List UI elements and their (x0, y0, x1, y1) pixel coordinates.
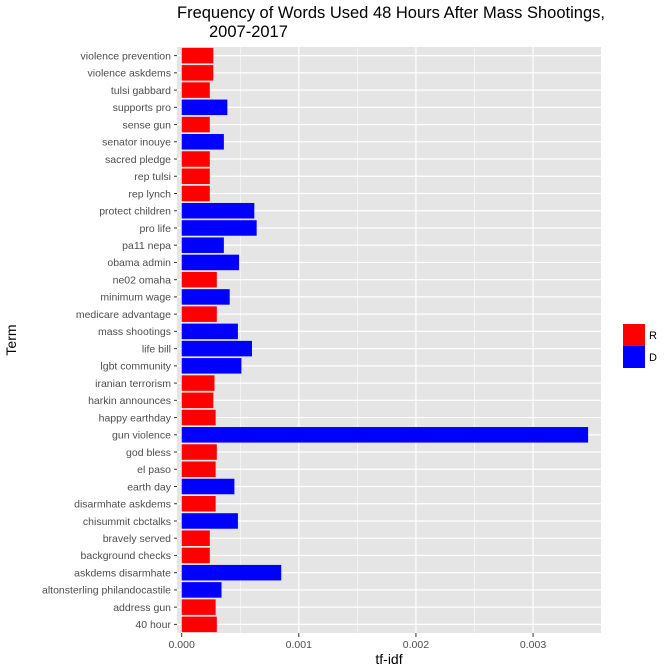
bar (181, 530, 210, 546)
y-tick-label: askdems disarmhate (74, 567, 171, 579)
bar (181, 323, 238, 340)
bar (181, 306, 217, 322)
x-tick-label: 0.002 (403, 639, 429, 651)
bar (181, 444, 217, 460)
bar (181, 495, 216, 512)
bar (181, 375, 215, 391)
bar (181, 616, 217, 633)
y-tick-label: pro life (139, 223, 171, 235)
y-tick-label: ne02 omaha (113, 274, 172, 286)
bar (181, 582, 222, 598)
y-tick-label: gun violence (112, 430, 171, 442)
bar (181, 478, 235, 495)
bars (181, 47, 589, 633)
y-tick-label: protect children (99, 206, 171, 218)
y-tick-label: harkin announces (88, 395, 171, 407)
bar (181, 564, 282, 581)
bar (181, 220, 257, 236)
y-tick-label: medicare advantage (76, 309, 171, 321)
y-tick-label: altonsterling philandocastile (42, 585, 171, 597)
y-tick-label: mass shootings (98, 326, 171, 338)
bar (181, 134, 224, 150)
bar (181, 427, 589, 443)
x-tick-label: 0.000 (169, 639, 195, 651)
y-tick-label: minimum wage (100, 292, 171, 304)
y-tick-label: chisummit cbctalks (83, 516, 171, 528)
legend-swatch (623, 324, 645, 346)
bar (181, 65, 214, 81)
plot-panel (177, 47, 601, 633)
y-tick-label: supports pro (113, 102, 172, 114)
bar (181, 47, 214, 64)
y-axis-title: Term (3, 324, 19, 355)
bar (181, 237, 224, 253)
chart-title: Frequency of Words Used 48 Hours After M… (177, 4, 657, 42)
bar (181, 513, 238, 529)
bar (181, 82, 210, 98)
bar (181, 151, 210, 167)
y-tick-label: disarmhate askdems (74, 499, 171, 511)
y-tick-label: pa11 nepa (122, 240, 171, 252)
legend-label: R (649, 330, 657, 342)
y-tick-label: tulsi gabbard (111, 85, 171, 97)
y-tick-label: life bill (142, 343, 171, 355)
bar (181, 254, 240, 271)
bar (181, 289, 230, 305)
y-tick-label: violence askdems (88, 68, 171, 80)
y-tick-label: address gun (113, 602, 171, 614)
y-tick-label: god bless (126, 447, 171, 459)
y-tick-label: sense gun (123, 119, 172, 131)
bar (181, 168, 210, 185)
y-tick-label: earth day (127, 481, 172, 493)
bar (181, 99, 228, 116)
legend-swatch (623, 346, 645, 368)
chart-title-line1: Frequency of Words Used 48 Hours After M… (177, 4, 605, 22)
bar (181, 392, 214, 409)
legend: RD (623, 324, 657, 368)
bar (181, 116, 210, 133)
x-axis-title: tf-idf (375, 651, 402, 667)
y-tick-label: bravely served (103, 533, 171, 545)
bar (181, 271, 217, 288)
bar (181, 185, 210, 202)
legend-label: D (649, 352, 657, 364)
y-tick-label: senator inouye (102, 137, 171, 149)
y-tick-label: sacred pledge (105, 154, 171, 166)
bar (181, 340, 252, 357)
grid-lines (177, 47, 601, 633)
bar (181, 547, 210, 564)
bar (181, 409, 216, 426)
y-tick-label: happy earthday (99, 412, 172, 424)
y-tick-label: el paso (137, 464, 171, 476)
y-tick-label: lgbt community (100, 361, 171, 373)
chart-title-line2: 2007-2017 (209, 23, 288, 41)
y-axis: violence prevention violence askdems tulsi… (42, 50, 177, 631)
y-tick-label: 40 hour (135, 619, 171, 631)
y-tick-label: obama admin (107, 257, 171, 269)
y-tick-label: violence prevention (81, 50, 172, 62)
bar (181, 202, 255, 219)
x-tick-label: 0.001 (286, 639, 312, 651)
x-tick-label: 0.003 (520, 639, 546, 651)
bar (181, 358, 242, 374)
x-axis: 0.000 0.001 0.002 0.003 (169, 633, 546, 651)
y-tick-label: rep tulsi (134, 171, 171, 183)
y-tick-label: iranian terrorism (95, 378, 171, 390)
bar (181, 461, 216, 478)
bar (181, 599, 216, 615)
y-tick-label: background checks (81, 550, 171, 562)
y-tick-label: rep lynch (128, 188, 171, 200)
